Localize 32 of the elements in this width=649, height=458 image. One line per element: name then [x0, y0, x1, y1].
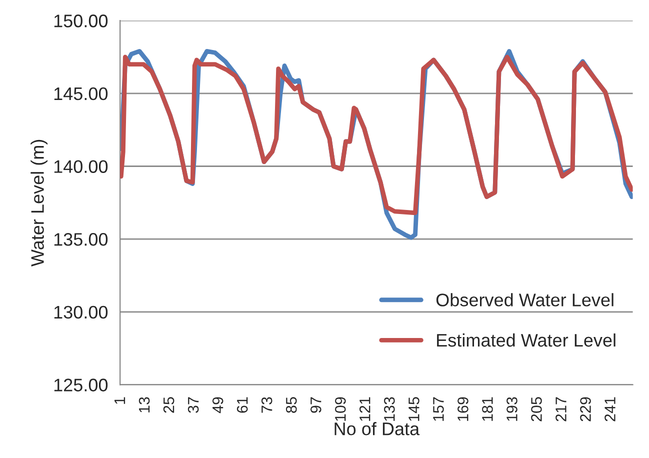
x-tick-label: 25 [163, 397, 174, 413]
y-tick-label: 130.00 [54, 306, 108, 319]
x-axis-title: No of Data [334, 422, 420, 436]
x-tick-label: 241 [604, 397, 616, 422]
y-axis-title: Water Level (m) [30, 140, 48, 266]
x-tick-label: 109 [334, 397, 346, 421]
x-tick-label: 49 [212, 397, 224, 414]
x-tick-label: 121 [359, 397, 370, 421]
x-tick-label: 1 [114, 397, 126, 404]
x-tick-label: 229 [580, 397, 591, 422]
x-tick-label: 37 [188, 397, 199, 413]
legend-label: Estimated Water Level [437, 333, 616, 347]
x-tick-label: 85 [286, 397, 297, 413]
x-tick-label: 145 [408, 397, 420, 421]
legend-label: Observed Water Level [436, 293, 614, 306]
y-tick-label: 150.00 [54, 14, 108, 28]
x-tick-label: 13 [138, 397, 150, 412]
x-tick-label: 97 [310, 397, 322, 413]
x-tick-label: 205 [531, 397, 542, 422]
y-tick-label: 145.00 [54, 87, 108, 100]
y-tick-label: 140.00 [54, 160, 108, 173]
line-series [120, 54, 633, 216]
x-tick-label: 73 [261, 397, 272, 413]
x-tick-label: 169 [458, 397, 468, 421]
y-tick-label: 125.00 [54, 378, 108, 392]
x-tick-label: 217 [556, 397, 566, 422]
x-tick-label: 133 [384, 397, 395, 421]
y-tick-label: 135.00 [54, 233, 108, 246]
x-tick-label: 181 [482, 397, 493, 421]
x-tick-label: 157 [433, 397, 444, 421]
x-tick-label: 193 [506, 397, 518, 421]
x-tick-label: 61 [236, 397, 248, 413]
